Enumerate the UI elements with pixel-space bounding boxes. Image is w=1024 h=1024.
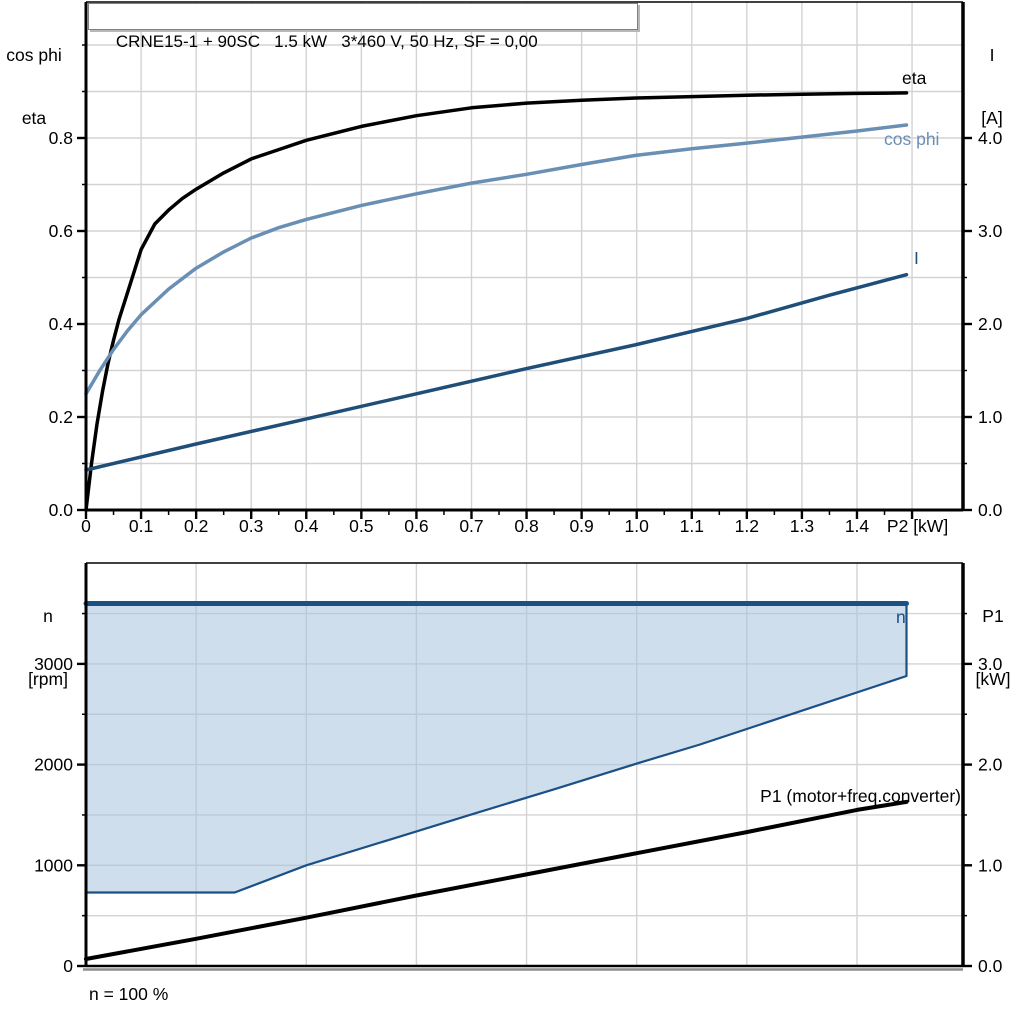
- x-axis-tick-label: 0.7: [459, 516, 483, 536]
- right-axis-tick-label: 4.0: [978, 128, 1003, 148]
- left-axis-tick-label: 1000: [34, 855, 73, 875]
- x-axis-tick-label: 1.2: [735, 516, 759, 536]
- right-axis-tick-label: 2.0: [978, 314, 1003, 334]
- p1-unit-label: [kW]: [975, 669, 1011, 689]
- bottom-left-axis-title: n [rpm]: [12, 564, 84, 732]
- bottom-chart: 0 1000 2000 3000 0.0 1.0 2.0 3.0: [34, 562, 1003, 976]
- current-axis-label: I: [989, 45, 995, 65]
- left-axis-tick-label: 0.8: [49, 128, 73, 148]
- left-axis-tick-label: 0.6: [49, 221, 73, 241]
- x-axis-tick-label: 0.9: [569, 516, 593, 536]
- left-axis-tick-label: 0.2: [49, 407, 73, 427]
- speed-unit-label: [rpm]: [28, 669, 68, 689]
- top-chart: 0 0.1 0.2 0.3 0.4 0.5 0.6 0.7 0.8 0.9 1.0 1.1 1.2 1.3…: [49, 1, 1003, 536]
- x-axis-tick-label: P2 [kW]: [887, 516, 948, 536]
- right-axis-tick-label: 2.0: [978, 755, 1003, 775]
- x-axis-tick-label: 1.0: [625, 516, 650, 536]
- left-axis-tick-label: 2000: [34, 755, 73, 775]
- x-axis-tick-label: 0.8: [514, 516, 538, 536]
- x-axis-tick-label: 1.4: [845, 516, 870, 536]
- current-unit-label: [A]: [981, 108, 1003, 128]
- x-axis-tick-label: 0.6: [404, 516, 428, 536]
- p1-axis-label: P1: [982, 606, 1004, 626]
- eta-curve-label: eta: [902, 68, 927, 88]
- x-axis-tick-label: 0.3: [239, 516, 263, 536]
- left-axis-tick-label: 0.4: [49, 314, 74, 334]
- eta-curve: [84, 91, 909, 512]
- current-curve: [84, 272, 909, 472]
- cos-phi-axis-label: cos phi: [6, 45, 62, 65]
- x-axis-tick-label: 1.1: [680, 516, 704, 536]
- left-axis-tick-label: 3000: [34, 654, 73, 674]
- x-axis-tick-label: 0: [81, 516, 91, 536]
- p1-curve-label: P1 (motor+freq.converter): [760, 786, 961, 806]
- eta-axis-label: eta: [21, 108, 47, 128]
- p1-curve: [84, 799, 909, 961]
- x-axis-tick-label: 0.2: [184, 516, 208, 536]
- left-axis-tick-label: 0.0: [49, 500, 74, 520]
- left-axis-tick-label: 0: [63, 956, 73, 976]
- bottom-right-axis-title: P1 [kW]: [965, 564, 1021, 732]
- speed-percent-footnote: n = 100 %: [89, 984, 169, 1004]
- cos-phi-curve: [84, 123, 909, 396]
- right-axis-tick-label: 0.0: [978, 500, 1003, 520]
- speed-axis-label: n: [43, 606, 53, 626]
- x-axis-tick-label: 0.1: [129, 516, 153, 536]
- right-axis-tick-label: 1.0: [978, 855, 1003, 875]
- right-axis-tick-label: 1.0: [978, 407, 1003, 427]
- speed-range-outline: [86, 603, 908, 894]
- speed-range-area: [86, 603, 907, 893]
- cos-phi-curve-label: cos phi: [884, 129, 940, 149]
- x-axis-tick-label: 1.3: [790, 516, 814, 536]
- current-curve-label: I: [914, 248, 919, 268]
- right-axis-tick-label: 0.0: [978, 956, 1003, 976]
- right-axis-tick-label: 3.0: [978, 221, 1003, 241]
- top-right-axis-title: I [A]: [969, 3, 1015, 171]
- top-left-axis-title: cos phi eta: [2, 3, 66, 171]
- chart-title-box: CRNE15-1 + 90SC 1.5 kW 3*460 V, 50 Hz, S…: [88, 3, 638, 51]
- right-axis-tick-label: 3.0: [978, 654, 1003, 674]
- chart-title: CRNE15-1 + 90SC 1.5 kW 3*460 V, 50 Hz, S…: [115, 32, 538, 51]
- x-axis-tick-label: 0.5: [349, 516, 373, 536]
- x-axis-tick-label: 0.4: [294, 516, 319, 536]
- speed-range-label: n: [896, 607, 906, 627]
